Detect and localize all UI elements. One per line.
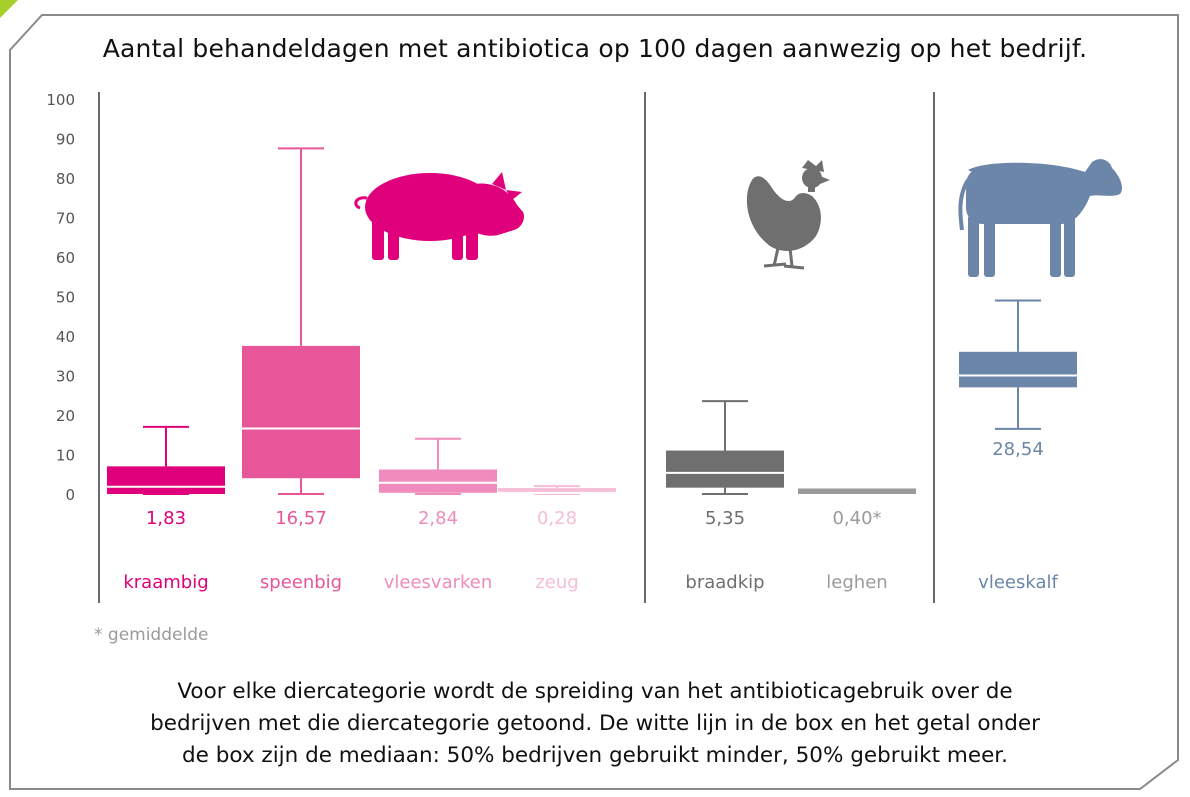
box-zeug xyxy=(498,488,616,494)
category-label: leghen xyxy=(826,572,887,593)
y-tick-label: 10 xyxy=(56,447,75,465)
box-vleesvarken xyxy=(379,469,497,493)
y-tick-label: 80 xyxy=(56,170,75,188)
box-kraambig xyxy=(107,466,225,494)
calf-icon xyxy=(958,159,1123,277)
chart-caption: Voor elke diercategorie wordt de spreidi… xyxy=(40,676,1150,772)
category-label: vleeskalf xyxy=(978,572,1058,593)
caption-line: bedrijven met die diercategorie getoond.… xyxy=(150,711,1040,736)
y-tick-label: 20 xyxy=(56,407,75,425)
y-tick-label: 60 xyxy=(56,249,75,267)
category-label: vleesvarken xyxy=(384,572,493,593)
pig-icon xyxy=(354,172,524,260)
label-layer: 1,83 kraambig 16,57 speenbig 2,84 vleesvarken… xyxy=(123,439,1058,593)
box-layer xyxy=(107,147,1077,495)
box-vleeskalf xyxy=(959,351,1077,388)
y-tick-label: 50 xyxy=(56,289,75,307)
category-label: zeug xyxy=(535,572,578,593)
category-label: braadkip xyxy=(685,572,764,593)
caption-line: de box zijn de mediaan: 50% bedrijven ge… xyxy=(182,743,1008,768)
y-tick-label: 0 xyxy=(65,486,75,504)
y-tick-label: 70 xyxy=(56,210,75,228)
y-tick-label: 100 xyxy=(46,91,75,109)
value-label: 1,83 xyxy=(146,508,186,529)
box-braadkip xyxy=(666,450,784,488)
category-label: speenbig xyxy=(260,572,342,593)
footnote: * gemiddelde xyxy=(94,625,209,645)
caption-line: Voor elke diercategorie wordt de spreidi… xyxy=(177,679,1013,704)
value-label: 0,28 xyxy=(537,508,577,529)
value-label: 28,54 xyxy=(992,439,1044,460)
value-label: 0,40* xyxy=(832,508,881,529)
y-tick-label: 30 xyxy=(56,368,75,386)
value-label: 16,57 xyxy=(275,508,327,529)
box-leghen xyxy=(798,488,916,494)
frame-border xyxy=(9,14,1179,790)
value-label: 2,84 xyxy=(418,508,458,529)
y-tick-label: 40 xyxy=(56,328,75,346)
category-label: kraambig xyxy=(123,572,208,593)
corner-accent xyxy=(0,0,18,18)
box-speenbig xyxy=(242,345,360,479)
chicken-icon xyxy=(746,160,830,270)
chart-title: Aantal behandeldagen met antibiotica op … xyxy=(102,34,1088,63)
value-label: 5,35 xyxy=(705,508,745,529)
y-tick-label: 90 xyxy=(56,131,75,149)
